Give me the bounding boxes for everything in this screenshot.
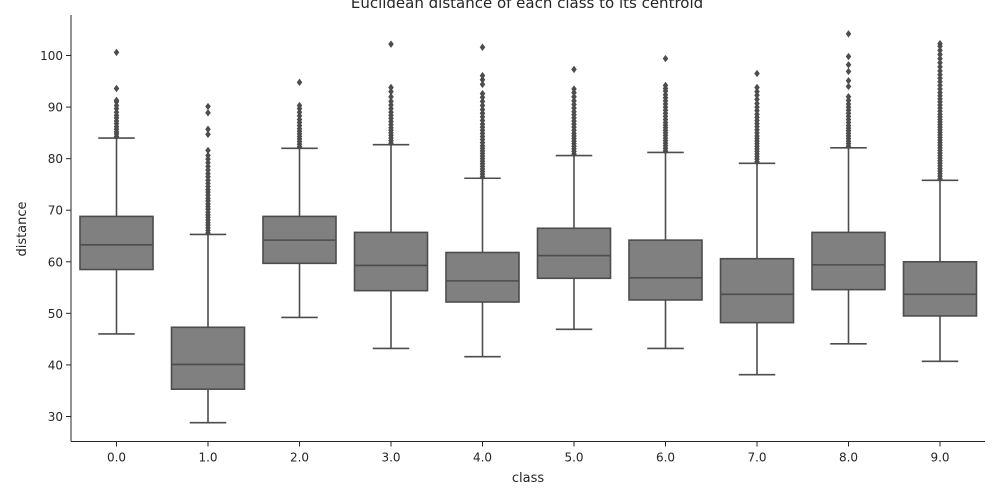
outlier-point [937,54,943,63]
outlier-point [845,30,852,38]
outlier-point [205,109,211,117]
box-group-1.0 [170,102,246,424]
x-tick-label: 3.0 [381,451,400,465]
outlier-point [845,77,852,85]
box-group-5.0 [536,65,612,331]
x-tick-label: 8.0 [839,451,858,465]
outlier-point [388,83,394,92]
plot-area [79,30,978,424]
y-tick-label: 60 [48,255,63,269]
x-tick-label: 2.0 [290,451,309,465]
outlier-point [754,69,760,78]
outlier-point [754,99,760,108]
outlier-point [937,59,943,67]
outlier-point [754,83,760,92]
outlier-point [479,89,486,98]
box-group-6.0 [628,54,703,350]
outlier-point [296,78,303,87]
box-group-4.0 [445,43,520,358]
outlier-point [113,84,120,93]
x-tick-label: 4.0 [473,451,492,465]
outlier-point [937,63,943,71]
outlier-point [845,67,852,76]
box-group-0.0 [79,48,154,335]
outlier-point [845,93,852,101]
iqr-box [902,260,978,317]
outlier-point [113,96,120,105]
y-ticks: 30 40 50 60 70 80 90 100 [40,49,71,424]
iqr-box [811,231,886,291]
outlier-point [388,97,394,106]
x-tick-label: 1.0 [198,451,217,465]
y-tick-label: 100 [40,49,63,63]
outlier-point [754,87,760,96]
outlier-point [479,97,486,106]
outlier-point [479,101,486,110]
outlier-point [845,52,852,61]
box-group-7.0 [719,69,795,376]
outlier-point [571,97,577,105]
outlier-point [479,76,486,84]
outlier-point [662,54,669,63]
box-group-3.0 [353,40,429,350]
outlier-point [296,101,303,110]
outlier-point [937,50,943,59]
outlier-point [205,146,211,155]
outlier-point [479,105,486,114]
outlier-point [937,67,943,75]
iqr-box [170,326,246,390]
box-group-2.0 [262,78,337,319]
y-tick-label: 80 [48,152,63,166]
x-tick-label: 6.0 [656,451,675,465]
x-tick-label: 7.0 [747,451,766,465]
box-group-8.0 [811,30,886,345]
iqr-box [719,257,795,324]
y-tick-label: 70 [48,204,63,218]
outlier-point [479,43,486,51]
outlier-point [571,93,577,101]
outlier-point [845,61,852,69]
x-ticks: 0.0 1.0 2.0 3.0 4.0 5.0 6.0 7.0 8.0 9.0 [107,441,950,465]
x-tick-label: 5.0 [564,451,583,465]
y-tick-label: 40 [48,358,63,372]
iqr-box [445,251,520,303]
outlier-point [479,80,486,89]
outlier-point [388,93,394,101]
iqr-box [628,239,703,301]
outlier-point [205,130,211,139]
iqr-box [79,215,154,271]
x-tick-label: 0.0 [107,451,126,465]
outlier-point [845,82,852,91]
outlier-point [754,95,760,104]
outlier-point [205,151,211,160]
outlier-point [388,40,394,48]
y-axis-title: distance [15,201,30,256]
y-tick-label: 90 [48,101,63,115]
outlier-point [571,85,577,93]
chart-title: Euclidean distance of each class to its … [351,0,703,12]
y-tick-label: 30 [48,410,63,424]
outlier-point [205,125,211,133]
iqr-box [353,231,429,292]
outlier-point [937,39,943,48]
iqr-box [536,227,612,280]
outlier-point [662,81,669,90]
axes [70,15,985,442]
outlier-point [388,87,394,96]
outlier-point [571,65,577,74]
box-group-9.0 [902,39,978,363]
outlier-point [479,71,486,80]
outlier-point [937,46,943,55]
x-tick-label: 9.0 [930,451,949,465]
outlier-point [205,102,211,111]
x-axis-title: class [512,471,544,486]
y-tick-label: 50 [48,307,63,321]
outlier-point [113,48,120,57]
